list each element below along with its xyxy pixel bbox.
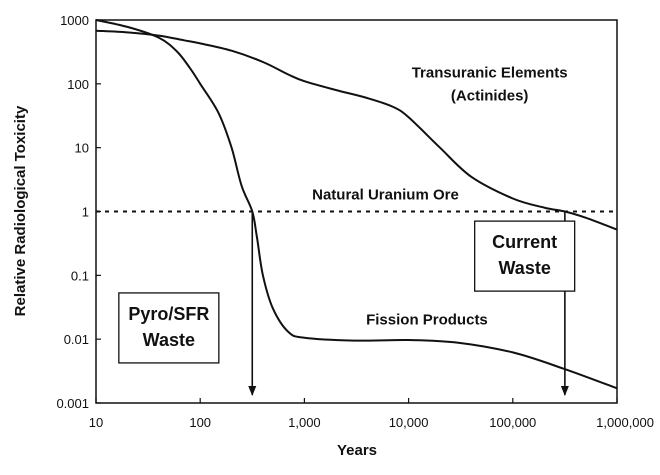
x-tick-label: 1,000 — [288, 415, 321, 430]
y-tick-label: 0.001 — [56, 396, 89, 411]
x-axis-title: Years — [337, 442, 377, 459]
x-tick-label: 100 — [189, 415, 211, 430]
annotation-box — [474, 220, 576, 292]
annotation-box-label: Waste — [498, 258, 550, 278]
x-tick-label: 1,000,000 — [596, 415, 654, 430]
annotation-text: (Actinides) — [451, 87, 529, 104]
y-axis-title: Relative Radiological Toxicity — [12, 105, 29, 316]
y-axis-tick-layer: 0.001 0.01 0.1 1 10 100 1000 — [56, 13, 101, 411]
reference-line-layer: Natural Uranium Ore — [96, 187, 617, 213]
y-tick-label: 100 — [67, 77, 89, 92]
x-axis-tick-layer: 10 100 1,000 10,000 100,000 1,000,000 — [89, 398, 654, 430]
x-tick-label: 100,000 — [489, 415, 536, 430]
series-layer — [95, 19, 618, 390]
annotation-box — [118, 292, 220, 364]
annotation-box-label: Pyro/SFR — [128, 304, 209, 324]
series-line-transuranic — [95, 29, 618, 231]
y-tick-label: 1 — [82, 205, 89, 220]
y-tick-label: 1000 — [60, 13, 89, 28]
y-tick-label: 10 — [75, 141, 89, 156]
y-tick-label: 0.01 — [64, 332, 89, 347]
annotation-text: Transuranic Elements — [412, 65, 568, 82]
annotation-layer: Transuranic Elements (Actinides) Fission P… — [118, 65, 576, 364]
annotation-box-label: Current — [492, 232, 557, 252]
series-line-fission-products — [95, 19, 618, 390]
natural-uranium-ore-label: Natural Uranium Ore — [312, 187, 459, 204]
annotation-box-label: Waste — [143, 330, 195, 350]
x-tick-label: 10,000 — [389, 415, 429, 430]
annotation-text: Fission Products — [366, 311, 488, 328]
x-tick-label: 10 — [89, 415, 103, 430]
y-tick-label: 0.1 — [71, 268, 89, 283]
